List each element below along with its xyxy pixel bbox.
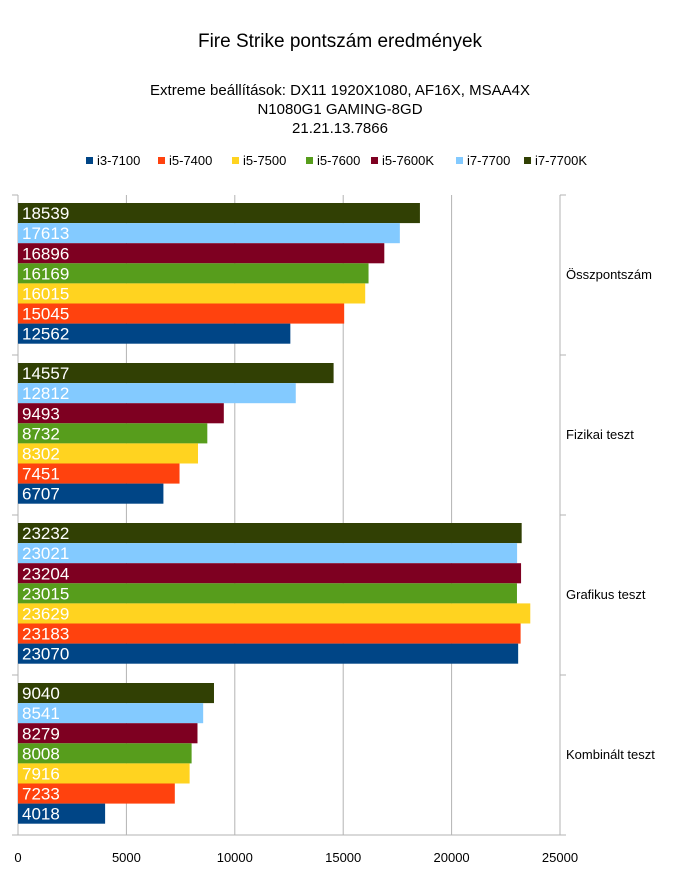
bar-osszpontszam-i5-7600 [18,263,369,284]
data-label: 23070 [22,645,69,664]
data-label: 7233 [22,785,60,804]
bar-kombinalt-teszt-i7-7700k [18,683,214,704]
data-label: 8732 [22,424,60,443]
chart-subtitle-line-2: N1080G1 GAMING-8GD [257,101,422,118]
data-label: 23183 [22,625,69,644]
bar-grafikus-teszt-i5-7600k [18,563,522,584]
category-label-kombinalt-teszt: Kombinált teszt [566,747,655,762]
data-label: 6707 [22,485,60,504]
x-tick-label: 5000 [112,850,141,865]
data-label: 7451 [22,465,60,484]
chart-title: Fire Strike pontszám eredmények [198,31,483,52]
bar-osszpontszam-i5-7400 [18,303,345,324]
bar-fizikai-teszt-i7-7700 [18,383,296,404]
bar-osszpontszam-i5-7500 [18,283,366,304]
category-label-fizikai-teszt: Fizikai teszt [566,427,634,442]
chart-subtitle-line-3: 21.21.13.7866 [292,120,388,137]
data-label: 23015 [22,584,69,603]
bar-grafikus-teszt-i5-7600 [18,583,517,604]
bar-osszpontszam-i3-7100 [18,323,291,344]
x-tick-label: 20000 [434,850,470,865]
bar-fizikai-teszt-i5-7600 [18,423,208,444]
bar-grafikus-teszt-i7-7700 [18,543,518,564]
data-label: 23629 [22,604,69,623]
data-label: 8279 [22,724,60,743]
bar-kombinalt-teszt-i5-7400 [18,783,175,804]
data-label: 23204 [22,564,69,583]
bar-grafikus-teszt-i5-7500 [18,603,531,624]
bar-kombinalt-teszt-i5-7500 [18,763,190,784]
legend-swatch-i5-7500 [232,157,239,164]
data-label: 16015 [22,284,69,303]
bar-fizikai-teszt-i7-7700k [18,363,334,384]
legend-label-i5-7400: i5-7400 [169,153,212,168]
data-label: 12562 [22,325,69,344]
bar-osszpontszam-i7-7700 [18,223,400,244]
chart-subtitle-line-1: Extreme beállítások: DX11 1920X1080, AF1… [150,82,530,99]
bar-grafikus-teszt-i3-7100 [18,643,519,664]
bar-grafikus-teszt-i5-7400 [18,623,521,644]
data-label: 16896 [22,244,69,263]
data-label: 15045 [22,305,69,324]
data-label: 12812 [22,384,69,403]
data-label: 9493 [22,404,60,423]
legend: i3-7100 i5-7400 i5-7500 i5-7600 i5-7600K i7-7… [86,153,587,168]
legend-label-i7-7700k: i7-7700K [535,153,587,168]
data-label: 9040 [22,684,60,703]
legend-swatch-i7-7700k [524,157,531,164]
legend-swatch-i7-7700 [456,157,463,164]
category-label-osszpontszam: Összpontszám [566,267,652,282]
bar-grafikus-teszt-i7-7700k [18,523,522,544]
data-label: 8008 [22,744,60,763]
legend-label-i5-7600k: i5-7600K [382,153,434,168]
bar-osszpontszam-i5-7600k [18,243,385,264]
bar-fizikai-teszt-i5-7500 [18,443,198,464]
legend-label-i5-7500: i5-7500 [243,153,286,168]
data-label: 8541 [22,704,60,723]
data-label: 4018 [22,805,60,824]
bar-fizikai-teszt-i5-7400 [18,463,180,484]
x-tick-label: 0 [14,850,21,865]
legend-swatch-i5-7600k [371,157,378,164]
category-label-grafikus-teszt: Grafikus teszt [566,587,646,602]
legend-label-i5-7600: i5-7600 [317,153,360,168]
data-label: 18539 [22,204,69,223]
bar-fizikai-teszt-i3-7100 [18,483,164,504]
bar-kombinalt-teszt-i3-7100 [18,803,106,824]
data-label: 16169 [22,264,69,283]
legend-label-i3-7100: i3-7100 [97,153,140,168]
bar-kombinalt-teszt-i5-7600k [18,723,198,744]
x-tick-label: 15000 [325,850,361,865]
bar-kombinalt-teszt-i5-7600 [18,743,192,764]
data-label: 23021 [22,544,69,563]
data-label: 7916 [22,764,60,783]
legend-label-i7-7700: i7-7700 [467,153,510,168]
data-label: 8302 [22,444,60,463]
bar-osszpontszam-i7-7700k [18,203,420,224]
data-label: 23232 [22,524,69,543]
legend-swatch-i5-7600 [306,157,313,164]
legend-swatch-i5-7400 [158,157,165,164]
x-tick-label: 10000 [217,850,253,865]
data-label: 17613 [22,224,69,243]
legend-swatch-i3-7100 [86,157,93,164]
axis: 0 5000 10000 15000 20000 25000 Összpontszám Fiz… [14,267,655,865]
bar-kombinalt-teszt-i7-7700 [18,703,204,724]
bar-fizikai-teszt-i5-7600k [18,403,224,424]
data-label: 14557 [22,364,69,383]
x-tick-label: 25000 [542,850,578,865]
